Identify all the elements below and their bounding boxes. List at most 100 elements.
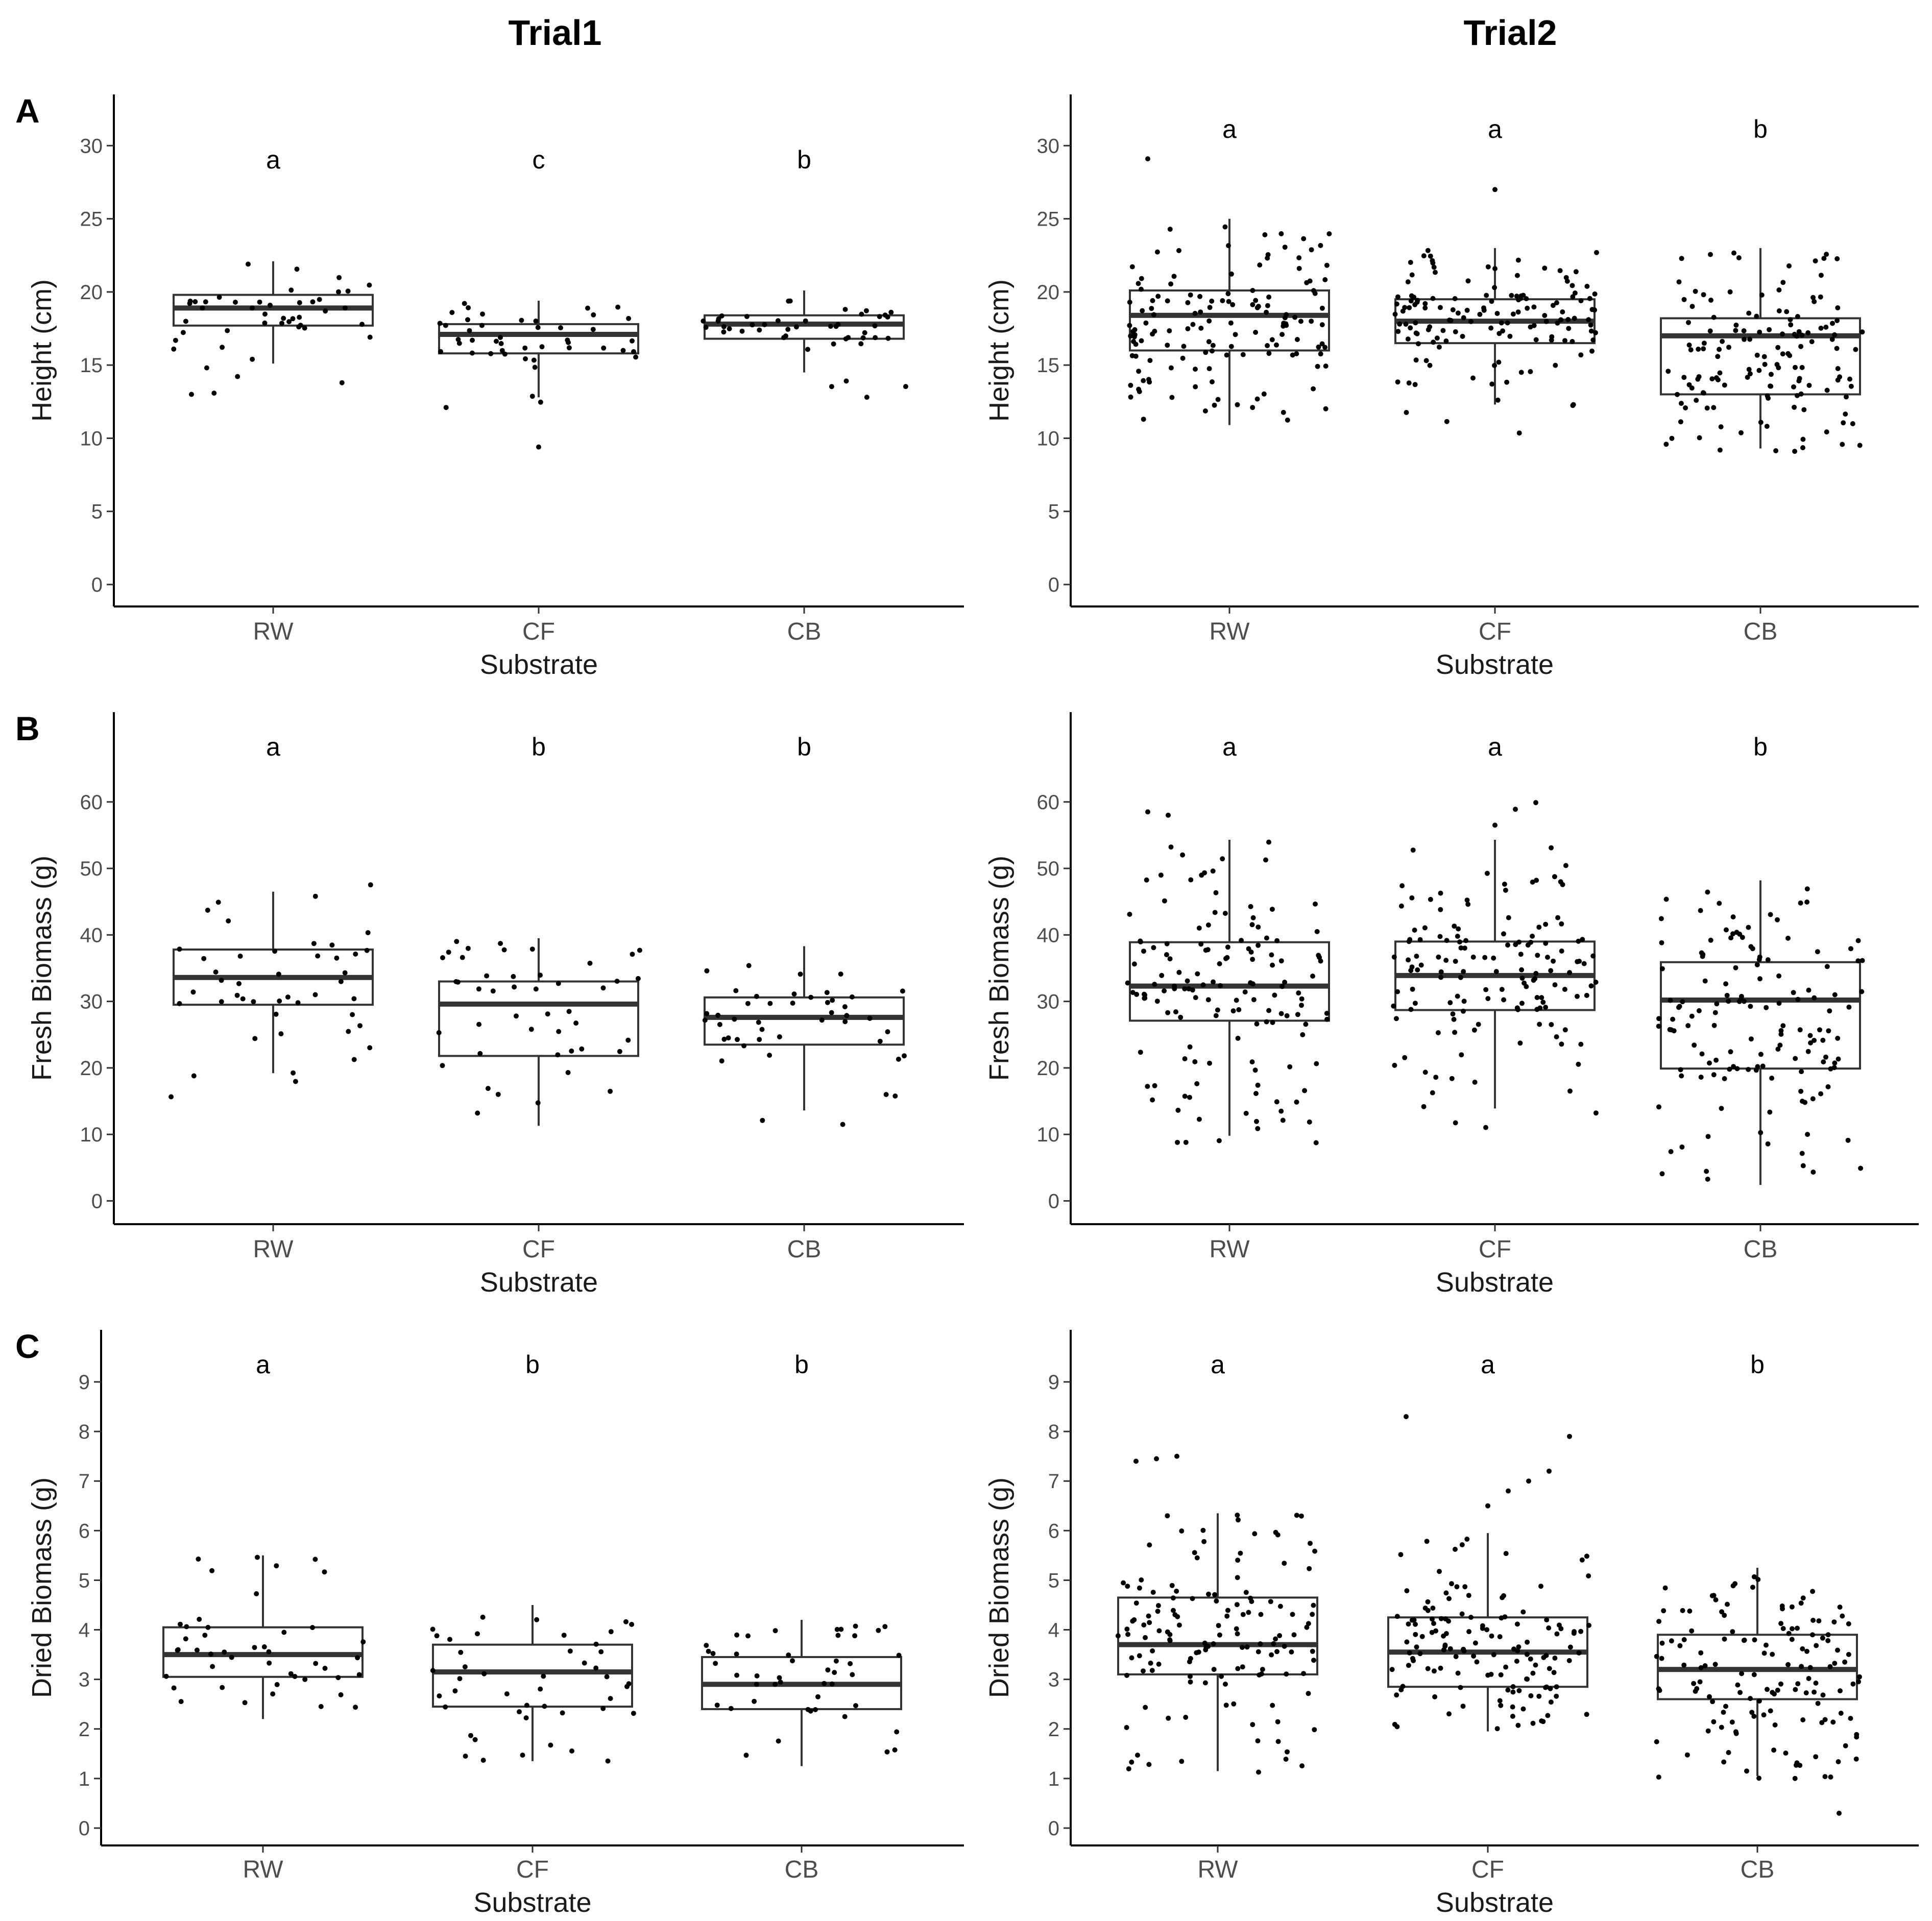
data-point [1265,343,1270,348]
data-point [1136,386,1142,392]
box-group-rw: a [162,1350,366,1719]
data-point [1488,325,1494,331]
data-point [838,971,843,977]
y-tick-label: 7 [1048,1470,1059,1493]
data-point [297,300,302,305]
data-point [1657,1688,1662,1693]
x-tick-label: CF [516,1856,549,1883]
y-tick-label: 8 [79,1421,90,1443]
data-point [844,1013,850,1018]
data-point [1589,348,1595,354]
data-point [1507,333,1513,339]
data-point [1846,1651,1851,1657]
data-point [1290,352,1295,358]
data-point [1566,1658,1572,1663]
data-point [1850,421,1855,426]
data-point [1141,378,1146,383]
data-point [538,399,543,405]
data-point [1430,1616,1435,1622]
data-point [1578,1628,1584,1634]
data-point [1823,1054,1828,1060]
data-point [604,1674,610,1680]
data-point [1837,374,1843,380]
data-point [1835,1647,1840,1653]
data-point [1746,367,1752,372]
data-point [1578,1041,1584,1047]
data-point [1437,305,1443,310]
outlier-point [1526,1478,1531,1484]
data-point [1192,1550,1197,1555]
data-point [1797,376,1802,381]
data-point [835,322,841,327]
data-point [1656,1619,1662,1624]
data-point [819,1017,825,1023]
data-point [1822,1774,1828,1780]
data-point [1506,915,1511,920]
data-point [1450,1011,1456,1017]
data-point [1264,1019,1269,1025]
data-point [1282,980,1288,985]
data-point [293,1079,298,1084]
data-point [630,338,635,344]
x-axis-title: Substrate [1436,1267,1554,1298]
significance-letter: a [1481,1350,1495,1379]
box-group-rw: a [171,145,374,397]
data-point [1499,320,1504,326]
data-point [504,1691,510,1697]
data-point [1576,1061,1581,1067]
data-point [1211,979,1216,985]
y-axis-title: Fresh Biomass (g) [27,856,57,1081]
data-point [1544,1617,1550,1623]
data-point [1234,998,1239,1003]
data-point [1425,1599,1431,1604]
y-tick-label: 10 [80,1124,103,1146]
data-point [1285,1749,1290,1755]
data-point [1185,300,1191,305]
data-point [1143,1635,1148,1640]
y-tick-label: 0 [1048,574,1059,596]
data-point [1493,969,1499,975]
significance-letter: a [1488,733,1502,761]
data-point [1176,248,1181,253]
data-point [1559,921,1564,927]
data-point [777,1034,782,1039]
data-point [1804,899,1810,905]
data-point [1130,990,1136,995]
data-point [1319,305,1325,311]
data-point [1240,352,1246,357]
data-point [1668,998,1673,1003]
data-point [1203,1647,1209,1652]
data-point [1804,1648,1809,1654]
data-point [1538,1584,1543,1589]
data-point [1250,915,1256,920]
data-point [1131,1617,1137,1622]
data-point [828,324,833,329]
data-point [1258,1641,1263,1647]
data-point [1756,1776,1761,1781]
data-point [1515,257,1521,263]
data-point [1392,311,1398,317]
data-point [1540,1000,1546,1005]
data-point [1578,352,1584,358]
data-point [443,405,449,410]
data-point [790,1001,795,1006]
data-point [235,374,240,379]
data-point [1466,1593,1471,1598]
data-point [840,1122,846,1127]
data-point [1406,1621,1411,1627]
data-point [832,1670,837,1675]
data-point [1472,1640,1478,1646]
data-point [1252,1531,1258,1537]
data-point [234,992,240,998]
data-point [1174,1589,1179,1594]
data-point [1547,1666,1552,1671]
data-point [1677,1643,1683,1648]
data-point [1240,1664,1245,1670]
data-point [1761,1712,1767,1718]
data-point [1150,298,1155,303]
data-point [702,1017,708,1023]
data-point [1484,293,1489,298]
data-point [1797,1027,1803,1033]
data-point [1282,245,1288,250]
data-point [732,1016,737,1022]
